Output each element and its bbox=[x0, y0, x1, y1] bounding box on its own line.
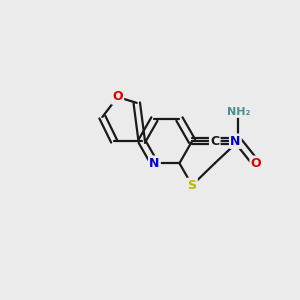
Text: N: N bbox=[230, 135, 241, 148]
Text: S: S bbox=[188, 179, 196, 192]
Text: NH₂: NH₂ bbox=[226, 107, 250, 117]
Text: O: O bbox=[251, 157, 261, 170]
Text: O: O bbox=[112, 91, 123, 103]
Text: C: C bbox=[210, 135, 219, 148]
Text: N: N bbox=[149, 157, 160, 170]
